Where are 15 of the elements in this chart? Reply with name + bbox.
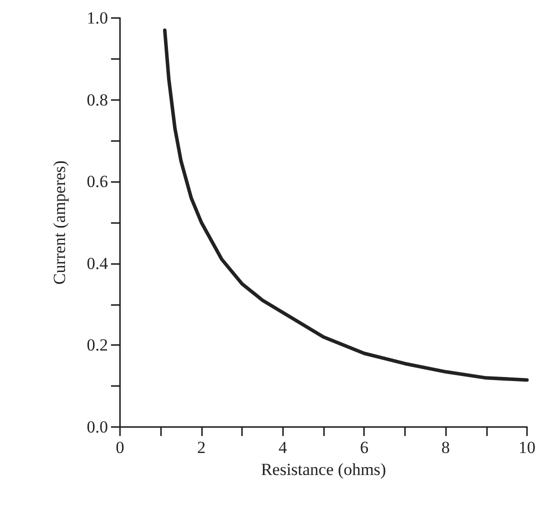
x-tick-label: 0	[116, 438, 124, 457]
x-tick-label: 6	[360, 438, 368, 457]
line-series	[163, 28, 529, 382]
y-tick-label: 0.0	[86, 418, 108, 436]
x-tick-label: 10	[518, 438, 536, 457]
x-axis-title: Resistance (ohms)	[260, 460, 386, 479]
y-axis-title: Current (amperes)	[50, 160, 69, 285]
y-tick-label: 0.8	[86, 90, 108, 110]
x-tick-label: 2	[197, 438, 206, 457]
y-tick-label: 0.4	[86, 254, 108, 273]
x-tick-label: 4	[278, 438, 288, 457]
y-tick-label: 0.2	[86, 336, 108, 355]
x-tick-label: 8	[441, 438, 450, 457]
y-tick-label: 0.6	[86, 172, 108, 192]
y-tick-label: 1.0	[86, 8, 108, 28]
